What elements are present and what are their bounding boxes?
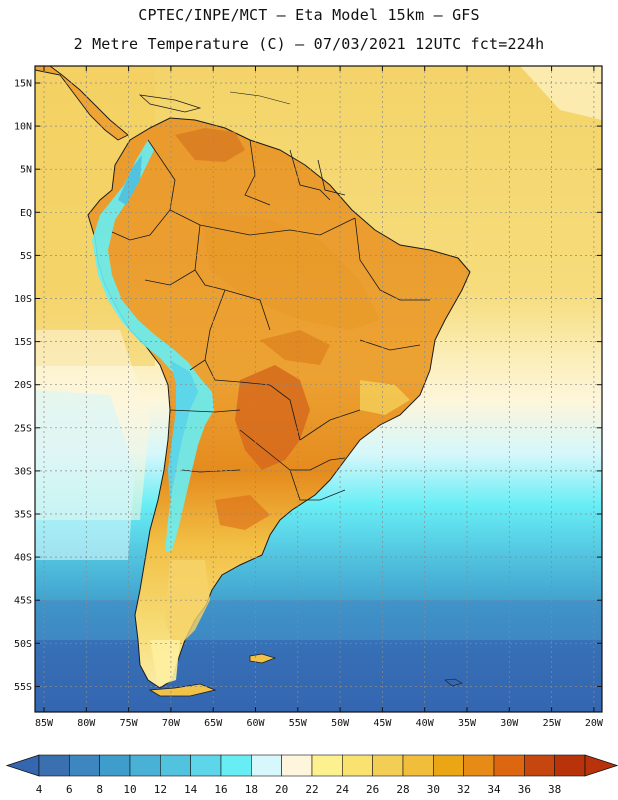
lat-label: 10S — [14, 294, 32, 305]
lon-label: 50W — [331, 718, 350, 729]
lon-label: 60W — [246, 718, 265, 729]
lon-label: 70W — [162, 718, 181, 729]
lon-label: 25W — [543, 718, 562, 729]
lat-label: EQ — [20, 208, 32, 219]
colorbar-swatch — [281, 754, 313, 777]
map-subtitle: 2 Metre Temperature (C) – 07/03/2021 12U… — [73, 35, 545, 53]
colorbar-swatch — [190, 754, 222, 777]
colorbar-label: 32 — [457, 783, 470, 796]
lat-label: 45S — [14, 596, 32, 607]
lat-label: 20S — [14, 380, 32, 391]
colorbar-swatch — [38, 754, 70, 777]
colorbar-label: 36 — [518, 783, 531, 796]
lon-label: 80W — [77, 718, 96, 729]
lat-label: 15S — [14, 337, 32, 348]
colorbar-max-arrow — [584, 754, 618, 777]
colorbar-label: 4 — [36, 783, 43, 796]
colorbar-swatch — [554, 754, 586, 777]
colorbar-label: 18 — [245, 783, 258, 796]
colorbar-label: 22 — [305, 783, 318, 796]
country-borders — [111, 139, 430, 501]
lon-label: 40W — [416, 718, 435, 729]
map-title: CPTEC/INPE/MCT – Eta Model 15km – GFS — [138, 6, 480, 24]
lon-label: 55W — [289, 718, 308, 729]
colorbar-label: 14 — [184, 783, 198, 796]
colorbar-swatch — [220, 754, 252, 777]
colorbar-swatch — [342, 754, 373, 777]
colorbar-label: 10 — [123, 783, 136, 796]
colorbar-label: 38 — [548, 783, 561, 796]
lat-label: 25S — [14, 423, 32, 434]
map-frame — [34, 65, 603, 713]
lon-label: 65W — [204, 718, 223, 729]
colorbar-swatch — [99, 754, 131, 777]
lon-label: 85W — [35, 718, 54, 729]
lat-label: 15N — [14, 79, 32, 90]
lat-label: 50S — [14, 639, 32, 650]
andes-cold-band — [92, 140, 214, 552]
colorbar-swatch — [251, 754, 282, 777]
lat-label: 55S — [14, 682, 32, 693]
colorbar-label: 28 — [396, 783, 409, 796]
central-america — [35, 66, 129, 141]
color-legend: 4 6 8 10 12 14 16 18 20 22 24 26 28 30 32 34 36 38 — [5, 754, 618, 796]
colorbar-swatch — [524, 754, 555, 777]
colorbar-min-arrow — [5, 754, 40, 777]
lat-label: 35S — [14, 510, 32, 521]
colorbar-label: 26 — [366, 783, 379, 796]
lat-label: 10N — [14, 122, 32, 133]
colorbar-label: 12 — [154, 783, 167, 796]
colorbar-label: 20 — [275, 783, 288, 796]
lon-label: 20W — [585, 718, 604, 729]
lat-label: 5N — [20, 165, 32, 176]
colorbar-swatch — [372, 754, 404, 777]
colorbar-swatch — [402, 754, 434, 777]
colorbar-label: 34 — [487, 783, 501, 796]
lon-label: 30W — [500, 718, 519, 729]
colorbar-swatch — [463, 754, 495, 777]
lat-label: 30S — [14, 466, 32, 477]
colorbar-swatch — [69, 754, 100, 777]
colorbar-label: 30 — [427, 783, 440, 796]
colorbar-swatch — [160, 754, 191, 777]
lon-label: 35W — [458, 718, 477, 729]
colorbar-swatch — [311, 754, 343, 777]
lat-label: 5S — [20, 251, 32, 262]
colorbar-swatch — [493, 754, 525, 777]
colorbar-label: 24 — [336, 783, 350, 796]
lat-label: 40S — [14, 553, 32, 564]
colorbar-label: 16 — [214, 783, 227, 796]
colorbar-label: 8 — [96, 783, 103, 796]
lon-label: 75W — [120, 718, 139, 729]
colorbar-swatch — [433, 754, 464, 777]
colorbar-label: 6 — [66, 783, 73, 796]
lon-label: 45W — [373, 718, 392, 729]
colorbar-swatch — [129, 754, 161, 777]
